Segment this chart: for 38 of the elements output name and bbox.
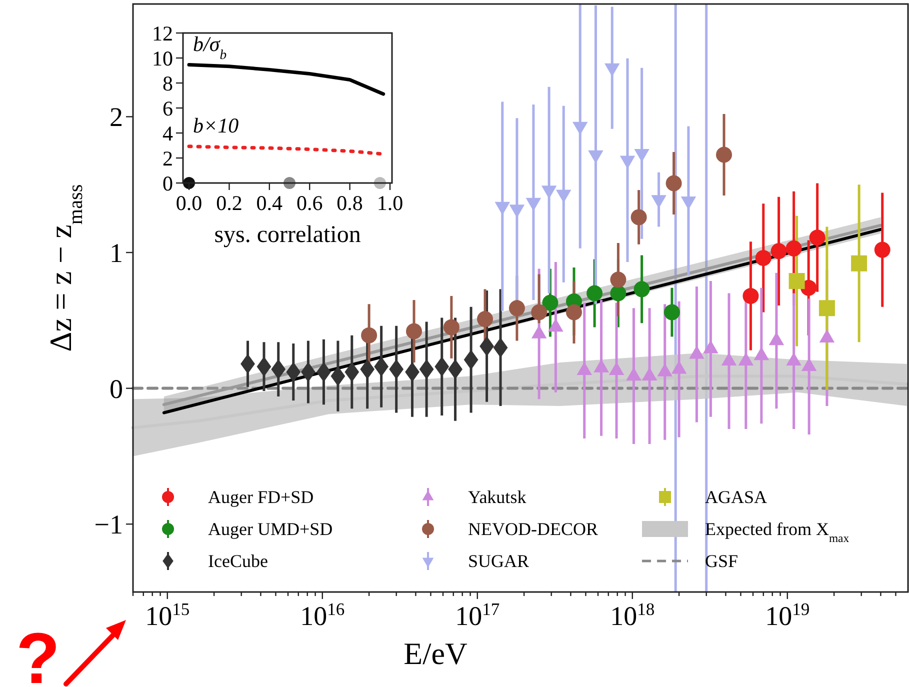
line-series [187, 63, 386, 96]
y-tick-label: 2 [110, 102, 123, 132]
x-tick-label: 0.6 [296, 191, 323, 215]
x-tick-label: 10$^{19}$ [765, 599, 810, 631]
y-tick-label: 0 [162, 171, 173, 196]
legend-label: SUGAR [468, 551, 530, 571]
x-tick-label: 0.2 [216, 191, 242, 215]
x-tick-label: 10$^{18}$ [610, 599, 655, 631]
y-tick-label: 4 [162, 121, 174, 146]
y-tick-label: 0 [110, 374, 123, 404]
line-series [187, 144, 382, 156]
y-tick-label: 12 [152, 21, 173, 46]
legend-label: AGASA [705, 487, 768, 507]
legend-label: Auger UMD+SD [208, 519, 333, 539]
y-tick-label: 8 [162, 71, 173, 96]
y-tick-label: 6 [162, 96, 173, 120]
text: ? [16, 619, 60, 687]
y-tick-label: −1 [94, 510, 123, 540]
legend-label: Yakutsk [468, 487, 526, 507]
x-tick-label: 10$^{17}$ [455, 599, 500, 631]
series-label: b×10 [193, 113, 240, 138]
x-tick-label: 10$^{16}$ [300, 599, 345, 631]
legend-label: GSF [705, 551, 738, 571]
legend-label: Expected from X$_{max}$ [705, 519, 850, 544]
x-tick-label: 0.8 [336, 191, 363, 215]
legend-label: NEVOD-DECOR [468, 519, 598, 539]
x-axis-title: E/eV [404, 636, 468, 671]
x-axis-title: sys. correlation [214, 222, 361, 248]
y-tick-label: 1 [110, 238, 123, 268]
x-tick-label: 1.0 [376, 191, 404, 215]
x-tick-label: 0.4 [256, 191, 284, 215]
legend-label: Auger FD+SD [208, 487, 314, 507]
y-tick-label: 10 [152, 46, 173, 70]
x-tick-label: 0.0 [176, 191, 202, 215]
x-tick-label: 10$^{15}$ [145, 599, 190, 631]
y-tick-label: 2 [162, 146, 173, 170]
legend-label: IceCube [208, 551, 268, 571]
series-label: b/σ$_{b}$ [193, 32, 227, 62]
